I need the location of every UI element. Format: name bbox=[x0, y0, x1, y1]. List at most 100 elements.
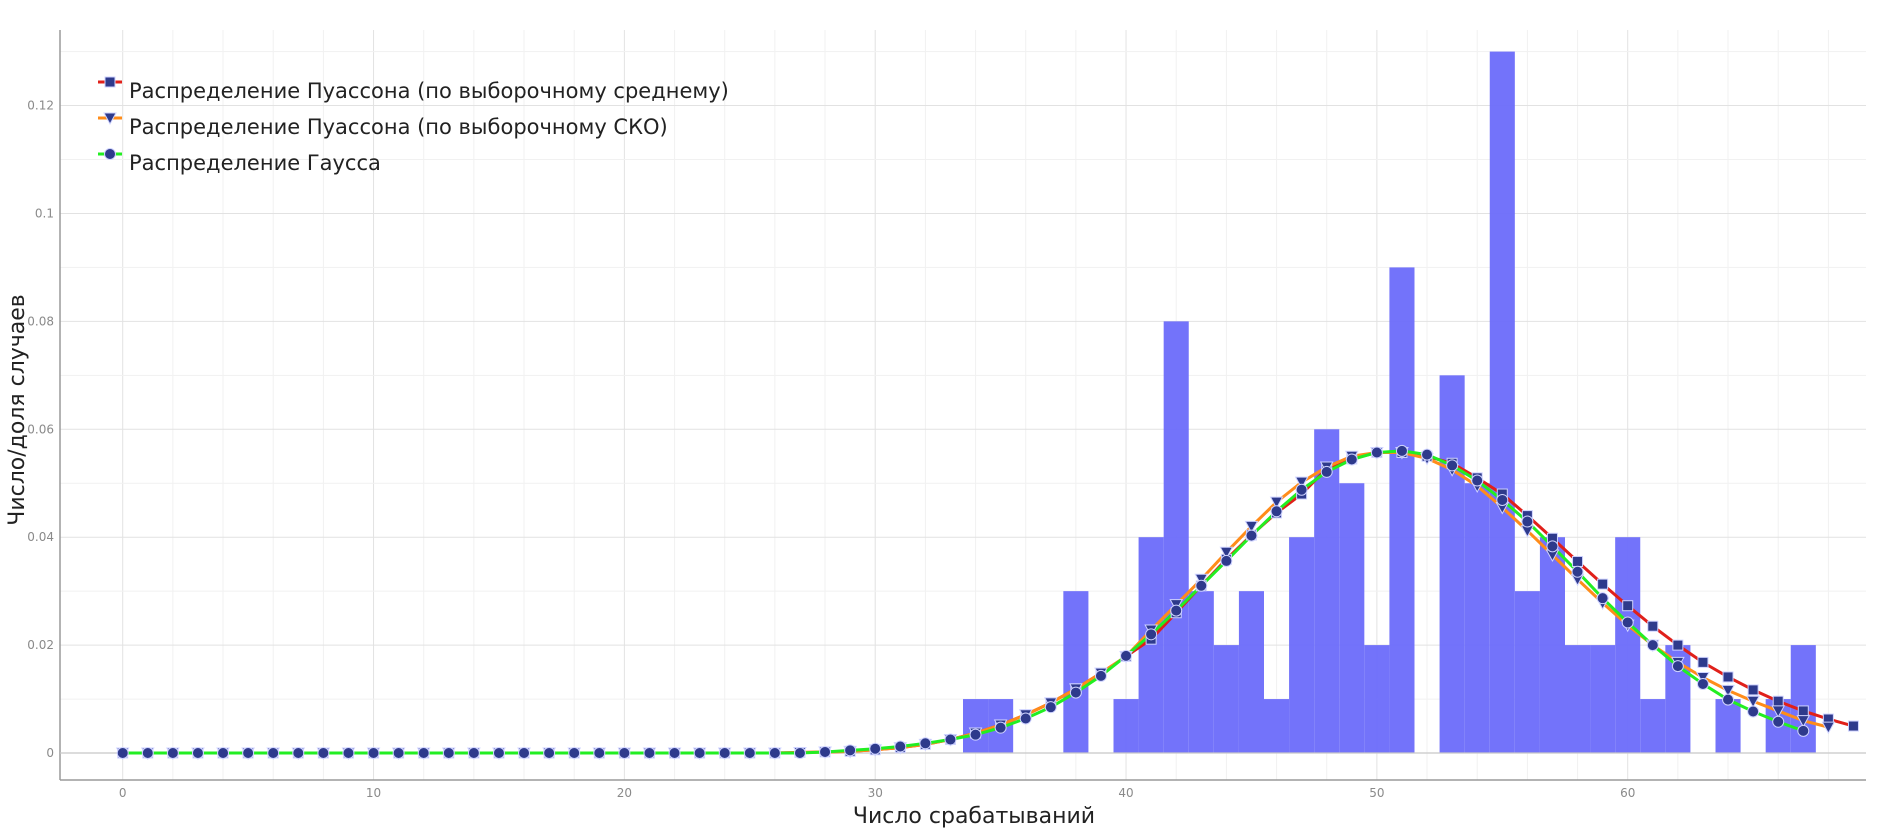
y-axis-title: Число/доля случаев bbox=[5, 294, 30, 526]
series-point-gauss bbox=[1220, 554, 1233, 567]
series-point-gauss bbox=[994, 721, 1007, 734]
series-point-gauss bbox=[1496, 493, 1509, 506]
series-point-gauss bbox=[593, 747, 606, 760]
series-point-gauss bbox=[217, 747, 230, 760]
series-point-gauss bbox=[819, 745, 832, 758]
histogram-bar bbox=[1163, 321, 1189, 754]
legend-entry-poisson-mean: Распределение Пуассона (по выборочному с… bbox=[98, 76, 729, 103]
y-tick-label: 0.08 bbox=[27, 314, 54, 328]
legend-entry-poisson-sd: Распределение Пуассона (по выборочному С… bbox=[98, 112, 668, 139]
histogram-bar bbox=[1640, 699, 1666, 754]
y-tick-label: 0.04 bbox=[27, 530, 54, 544]
legend-swatch-marker bbox=[104, 148, 116, 160]
series-point-gauss bbox=[1120, 649, 1133, 662]
series-point-poisson-mean bbox=[1722, 671, 1734, 683]
series-markers bbox=[115, 444, 1859, 761]
series-point-poisson-mean bbox=[1672, 639, 1684, 651]
legend-label-poisson-sd: Распределение Пуассона (по выборочному С… bbox=[129, 115, 668, 139]
series-point-gauss bbox=[543, 747, 556, 760]
series-point-poisson-sd bbox=[1294, 476, 1309, 490]
series-point-gauss bbox=[1747, 705, 1760, 718]
x-tick-label: 60 bbox=[1620, 786, 1635, 800]
series-point-poisson-sd bbox=[1746, 695, 1760, 709]
y-tick-label: 0.1 bbox=[35, 206, 54, 220]
series-point-poisson-mean bbox=[1747, 684, 1759, 696]
series-point-poisson-sd bbox=[1244, 520, 1259, 534]
histogram-bar bbox=[1439, 375, 1465, 754]
series-point-gauss bbox=[1370, 446, 1383, 459]
histogram-bar bbox=[1565, 645, 1591, 754]
series-point-gauss bbox=[919, 737, 932, 750]
series-point-gauss bbox=[1621, 616, 1634, 629]
series-point-gauss bbox=[1245, 529, 1258, 542]
series-point-poisson-mean bbox=[1622, 600, 1634, 612]
series-point-gauss bbox=[342, 747, 355, 760]
y-tick-label: 0.02 bbox=[27, 638, 54, 652]
y-tick-label: 0.12 bbox=[27, 99, 54, 113]
series-point-poisson-mean bbox=[1797, 705, 1809, 717]
series-point-gauss bbox=[1596, 592, 1609, 605]
series-point-poisson-mean bbox=[1772, 695, 1784, 707]
tick-labels: 0 10 20 30 40 50 60 0 0.02 0.04 0.06 0.08 0.1 0.12 bbox=[27, 99, 1635, 800]
series-point-gauss bbox=[1471, 474, 1484, 487]
series-point-gauss bbox=[1521, 515, 1534, 528]
histogram-bar bbox=[1314, 429, 1340, 754]
x-tick-label: 40 bbox=[1118, 786, 1133, 800]
series-point-gauss bbox=[1345, 453, 1358, 466]
legend-swatch-marker bbox=[104, 76, 116, 88]
histogram-bar bbox=[1464, 483, 1490, 754]
series-point-gauss bbox=[693, 747, 706, 760]
histogram-bar bbox=[1264, 699, 1290, 754]
legend-entry-gauss: Распределение Гаусса bbox=[98, 148, 381, 175]
series-point-gauss bbox=[267, 747, 280, 760]
series-point-gauss bbox=[1044, 701, 1057, 714]
series-point-poisson-sd bbox=[1771, 705, 1786, 718]
histogram-bar bbox=[1238, 591, 1264, 754]
histogram-bar bbox=[1289, 537, 1315, 754]
series-point-gauss bbox=[969, 728, 982, 741]
series-point-gauss bbox=[166, 747, 179, 760]
y-tick-label: 0.06 bbox=[27, 422, 54, 436]
series-point-poisson-mean bbox=[1697, 656, 1709, 668]
histogram-bar bbox=[963, 699, 989, 754]
series-point-gauss bbox=[1446, 459, 1459, 472]
series-point-gauss bbox=[1019, 712, 1032, 725]
series-point-gauss bbox=[1671, 660, 1684, 673]
series-point-poisson-mean bbox=[1647, 620, 1659, 632]
series-point-gauss bbox=[417, 747, 430, 760]
series-point-gauss bbox=[944, 733, 957, 746]
series-point-gauss bbox=[367, 747, 380, 760]
series-point-poisson-sd bbox=[1269, 496, 1284, 510]
series-point-gauss bbox=[1170, 604, 1183, 617]
series-point-gauss bbox=[1270, 505, 1283, 518]
histogram-bars bbox=[963, 51, 1816, 754]
series-point-gauss bbox=[568, 747, 581, 760]
series-point-gauss bbox=[793, 747, 806, 760]
histogram-bar bbox=[1389, 267, 1415, 754]
series-point-gauss bbox=[1646, 639, 1659, 652]
histogram-bar bbox=[1715, 699, 1741, 754]
series-point-gauss bbox=[141, 747, 154, 760]
series-point-gauss bbox=[1722, 693, 1735, 706]
series-point-gauss bbox=[467, 747, 480, 760]
series-point-gauss bbox=[1295, 483, 1308, 496]
histogram-bar bbox=[1539, 537, 1565, 754]
series-point-gauss bbox=[894, 740, 907, 753]
series-point-gauss bbox=[518, 747, 531, 760]
histogram-bar bbox=[1188, 591, 1214, 754]
x-tick-label: 50 bbox=[1369, 786, 1384, 800]
series-point-gauss bbox=[668, 747, 681, 760]
series-point-poisson-mean bbox=[1572, 555, 1584, 567]
series-point-gauss bbox=[1421, 448, 1434, 461]
series-point-gauss bbox=[191, 747, 204, 760]
y-tick-label: 0 bbox=[46, 746, 54, 760]
histogram-bar bbox=[1063, 591, 1089, 754]
legend-label-poisson-mean: Распределение Пуассона (по выборочному с… bbox=[129, 79, 729, 103]
series-point-gauss bbox=[1696, 677, 1709, 690]
series-point-gauss bbox=[492, 747, 505, 760]
series-point-gauss bbox=[292, 747, 305, 760]
series-point-gauss bbox=[1094, 669, 1107, 682]
histogram-bar bbox=[1615, 537, 1641, 754]
series-point-gauss bbox=[618, 747, 631, 760]
